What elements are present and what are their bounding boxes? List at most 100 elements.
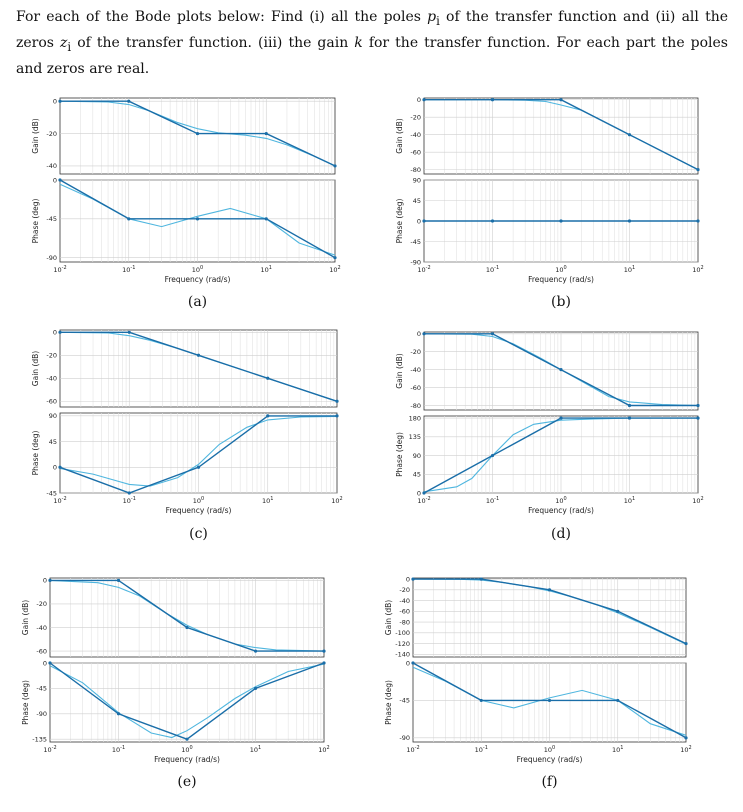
plot-f-phase-ylabel: Phase (deg) [384, 680, 393, 725]
x-tick-label: 101 [250, 745, 261, 754]
plot-c-gain-breakpoint [58, 330, 62, 334]
plot-a-gain-panel: 0 -20 -40 Gain (dB) [31, 98, 337, 175]
y-tick-label: 90 [49, 412, 57, 420]
plot-c-phase-breakpoint [196, 465, 201, 469]
plot-e-phase-breakpoint [253, 686, 258, 690]
plot-b-xlabel: Frequency (rad/s) [528, 275, 594, 284]
plot-e-gain-breakpoint [185, 625, 189, 630]
plot-f-gain-breakpoint [547, 588, 552, 592]
plot-c-phase-ylabel: Phase (deg) [31, 431, 40, 476]
plot-a-gain-breakpoint [195, 131, 200, 136]
plot-e-gain-ylabel: Gain (dB) [21, 600, 30, 635]
plot-d-phase-breakpoint [627, 416, 632, 420]
gain-symbol: k [354, 34, 363, 51]
y-tick-label: -45 [36, 685, 47, 693]
plot-e-phase-breakpoint [322, 661, 326, 665]
plot-e-gain-panel: 0 -20 -40 -60 Gain (dB) [21, 577, 326, 658]
plot-d-phase-ylabel: Phase (deg) [395, 432, 404, 477]
plot-b-gain-breakpoint [627, 133, 632, 137]
plot-b-phase-breakpoint [627, 219, 632, 223]
pole-subscript: i [436, 13, 440, 28]
y-tick-label: 180 [409, 414, 421, 422]
plot-a-phase-breakpoint [58, 178, 62, 182]
y-tick-label: 0 [53, 329, 57, 337]
y-tick-label: 0 [417, 217, 421, 225]
problem-statement: For each of the Bode plots below: Find (… [16, 6, 728, 80]
plot-a-gain-breakpoint [127, 99, 131, 103]
plot-e-phase-exact-curve [49, 663, 325, 739]
plot-f-phase-breakpoint [616, 698, 620, 703]
y-tick-label: -40 [410, 366, 421, 374]
x-tick-label: 10-1 [122, 265, 135, 274]
plot-f-phase-breakpoint [547, 698, 552, 703]
problem-text: For each of the Bode plots below: Find (… [16, 9, 428, 25]
plot-b-phase-breakpoint [696, 219, 700, 223]
plot-f-gain-ylabel: Gain (dB) [384, 600, 393, 635]
y-tick-label: -20 [410, 114, 421, 122]
x-tick-label: 10-2 [53, 496, 66, 505]
plot-e-phase-breakpoint [185, 737, 189, 741]
plot-c-phase-panel: 90 45 0 -45 Phase (deg) 10-2 10-1 100 101 102 Freq… [31, 412, 343, 515]
plot-b-gain-breakpoint [559, 98, 563, 102]
y-tick-label: -80 [410, 402, 421, 410]
plot-a-phase-breakpoint [127, 217, 131, 221]
plot-b-gain-breakpoint [696, 168, 700, 172]
y-tick-label: -20 [399, 586, 410, 594]
y-tick-label: -40 [46, 375, 57, 383]
plot-e-phase-breakpoint [48, 661, 52, 665]
zero-subscript: i [67, 39, 72, 54]
x-tick-label: 102 [692, 496, 703, 505]
plot-c-caption: (c) [189, 526, 208, 542]
plot-a-gain-breakpoint [58, 99, 62, 103]
plot-f-gain-breakpoint [479, 577, 483, 581]
y-tick-label: -60 [36, 647, 47, 655]
plot-a-phase-breakpoint [333, 256, 337, 260]
plot-c-gain-panel: 0 -20 -40 -60 Gain (dB) [31, 329, 339, 408]
y-tick-label: -80 [399, 618, 410, 626]
y-tick-label: -120 [395, 640, 410, 648]
plot-f-caption: (f) [541, 774, 557, 790]
plot-a-caption: (a) [188, 294, 207, 310]
plot-b-phase-breakpoint [559, 219, 563, 223]
y-tick-label: 45 [413, 471, 421, 479]
y-tick-label: 0 [43, 577, 47, 585]
x-tick-label: 100 [544, 745, 555, 754]
x-tick-label: 100 [193, 496, 204, 505]
plot-d-xlabel: Frequency (rad/s) [528, 506, 594, 515]
y-tick-label: -60 [46, 398, 57, 406]
y-tick-label: -135 [32, 735, 47, 743]
plot-b-gain-breakpoint [490, 98, 495, 102]
problem-text: for the transfer function. For each part… [16, 34, 728, 77]
x-tick-label: 100 [192, 265, 203, 274]
x-tick-label: 10-2 [406, 745, 419, 754]
y-tick-label: -100 [395, 629, 410, 637]
y-tick-label: 0 [53, 464, 57, 472]
y-tick-label: 0 [53, 98, 57, 106]
x-tick-label: 10-1 [123, 496, 136, 505]
zero-symbol: z [60, 34, 68, 51]
plot-f-xlabel: Frequency (rad/s) [517, 755, 583, 764]
plot-d-phase-breakpoint [559, 416, 563, 420]
plot-c-xlabel: Frequency (rad/s) [166, 506, 232, 515]
x-tick-label: 102 [680, 745, 691, 754]
plot-c-phase-breakpoint [58, 465, 62, 469]
plot-c-phase-breakpoint [335, 414, 339, 418]
y-tick-label: 0 [43, 659, 47, 667]
plot-f-gain-breakpoint [616, 609, 620, 613]
plot-d-gain-panel: 0 -20 -40 -60 -80 Gain (dB) [395, 330, 700, 411]
plot-c-phase-breakpoint [127, 491, 131, 495]
problem-text: of the transfer function. (iii) the gain [71, 34, 355, 51]
plot-e-xlabel: Frequency (rad/s) [154, 755, 220, 764]
plot-e-gain-breakpoint [322, 649, 326, 653]
plot-b-phase-breakpoint [422, 219, 426, 223]
y-tick-label: -20 [46, 130, 57, 138]
plot-a-xlabel: Frequency (rad/s) [165, 275, 231, 284]
y-tick-label: -60 [410, 384, 421, 392]
x-tick-label: 102 [318, 745, 329, 754]
x-tick-label: 100 [555, 496, 566, 505]
plot-b-gain-ylabel: Gain (dB) [395, 118, 404, 153]
y-tick-label: -20 [36, 600, 47, 608]
y-tick-label: -45 [410, 238, 421, 246]
plot-d-gain-breakpoint [696, 403, 700, 408]
